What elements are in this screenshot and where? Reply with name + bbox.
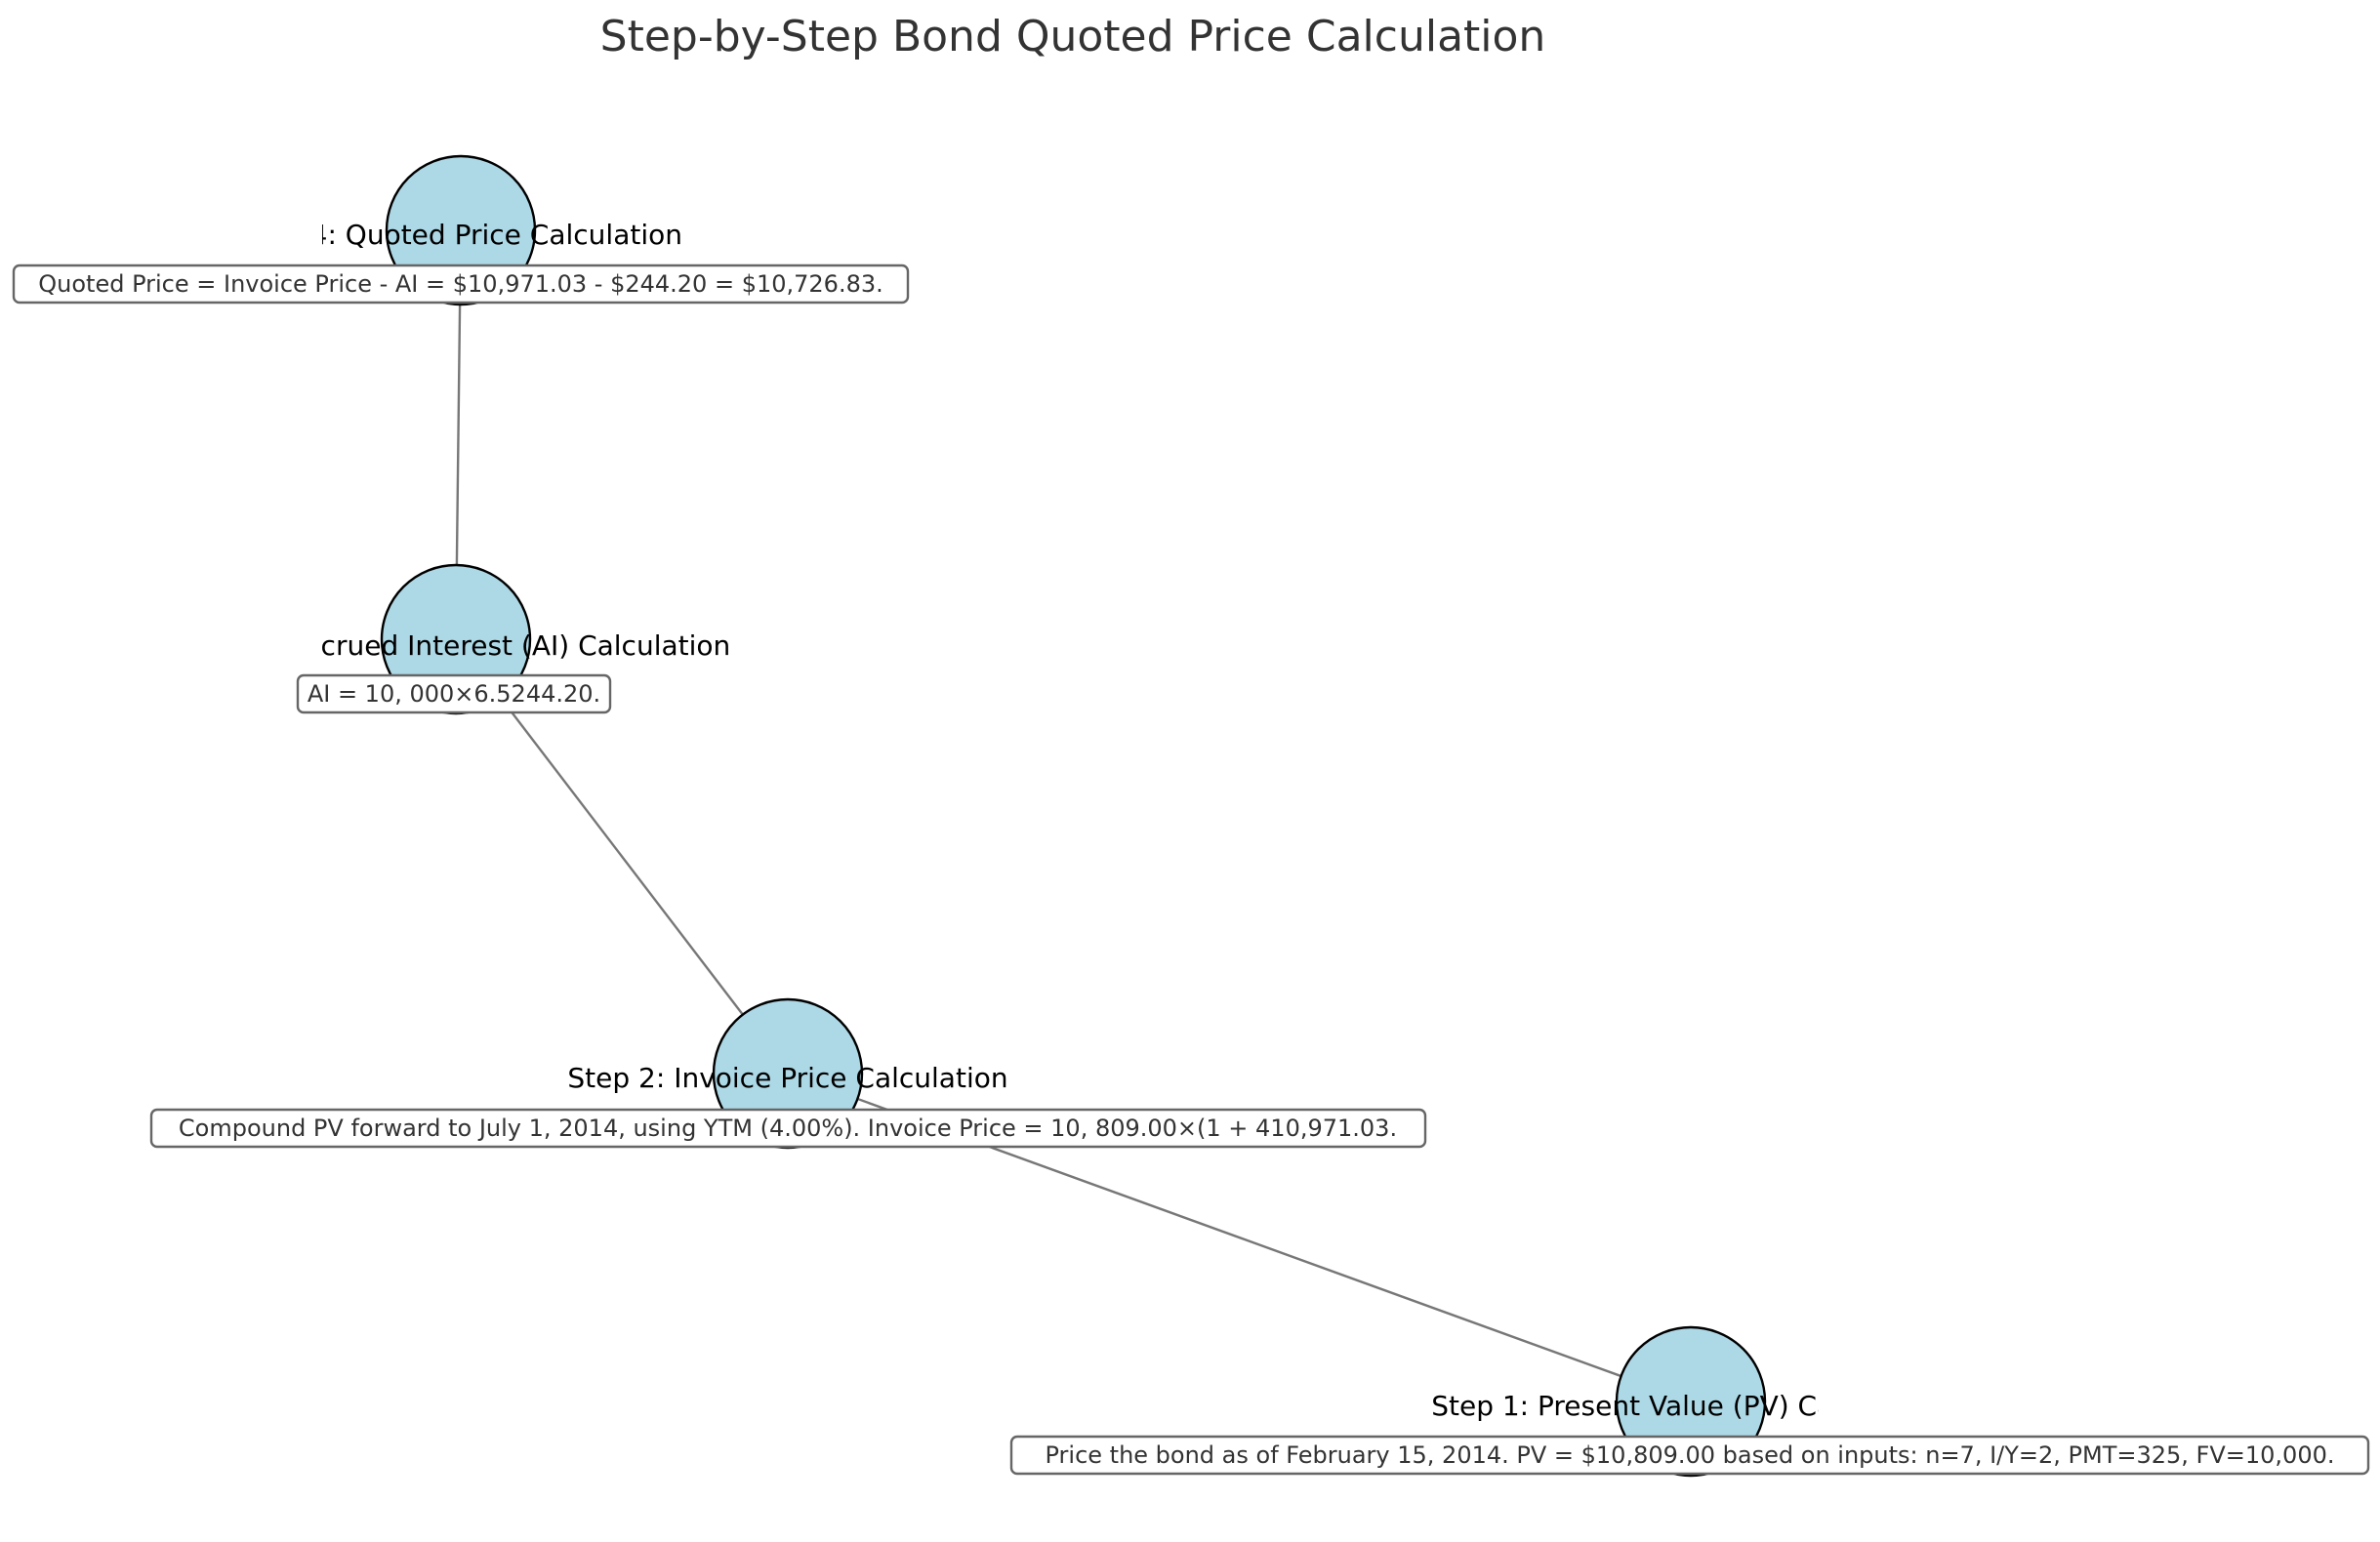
edges [456, 230, 1691, 1401]
node-title: Step 4: Quoted Price Calculation [239, 219, 682, 251]
node-title: Step 3: Accrued Interest (AI) Calculatio… [182, 629, 731, 662]
node-step2: Step 2: Invoice Price Calculation Compou… [151, 999, 1425, 1148]
node-description: Quoted Price = Invoice Price - AI = $10,… [38, 270, 883, 298]
node-description: Compound PV forward to July 1, 2014, usi… [179, 1115, 1397, 1142]
diagram-title: Step-by-Step Bond Quoted Price Calculati… [600, 12, 1546, 61]
node-step1: Step 1: Present Value (PV) Calculation P… [1011, 1327, 2368, 1476]
node-title: Step 2: Invoice Price Calculation [567, 1062, 1007, 1094]
node-description: Price the bond as of February 15, 2014. … [1045, 1441, 2334, 1469]
node-title: Step 1: Present Value (PV) Calculation [1431, 1390, 1950, 1422]
node-step4: Step 4: Quoted Price Calculation Quoted … [14, 156, 908, 304]
node-description: AI = 10, 000×6.5244.20. [308, 680, 600, 708]
node-step3: Step 3: Accrued Interest (AI) Calculatio… [182, 565, 731, 713]
